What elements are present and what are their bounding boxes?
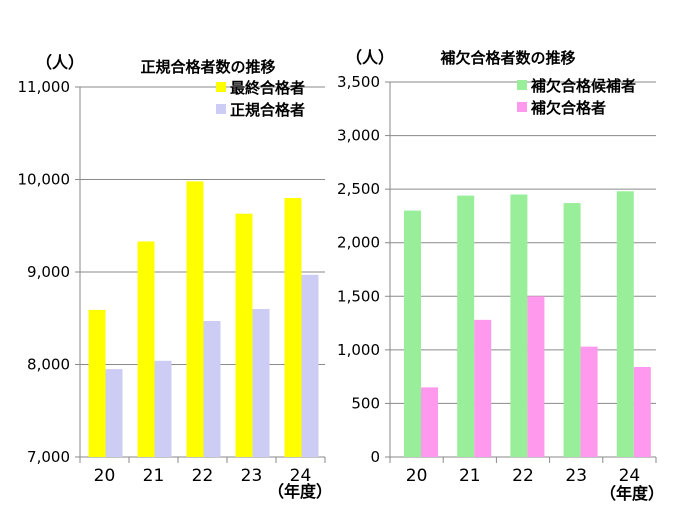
y-tick-label: 500 bbox=[351, 394, 380, 412]
legend-swatch bbox=[517, 80, 527, 90]
x-tick-label: 22 bbox=[512, 466, 534, 486]
y-tick-label: 0 bbox=[370, 448, 380, 466]
x-tick-label: 23 bbox=[565, 466, 587, 486]
bar-補欠合格候補者-21 bbox=[457, 195, 475, 458]
y-axis-unit-label: （人） bbox=[36, 53, 84, 72]
bar-補欠合格者-21 bbox=[474, 319, 492, 457]
bar-最終合格者-20 bbox=[88, 309, 106, 457]
y-tick-label: 9,000 bbox=[27, 263, 70, 281]
bar-正規合格者-22 bbox=[203, 321, 221, 457]
y-tick-label: 1,000 bbox=[337, 341, 380, 359]
x-tick-label: 23 bbox=[241, 466, 263, 486]
y-tick-label: 10,000 bbox=[18, 171, 71, 189]
bar-補欠合格者-24 bbox=[633, 367, 651, 457]
bar-正規合格者-24 bbox=[301, 274, 319, 457]
bar-補欠合格者-22 bbox=[527, 296, 545, 457]
y-tick-label: 8,000 bbox=[27, 356, 70, 374]
y-tick-label: 2,000 bbox=[337, 234, 380, 252]
bar-補欠合格者-20 bbox=[421, 387, 438, 457]
x-tick-label: 22 bbox=[192, 466, 214, 486]
x-tick-label: 21 bbox=[459, 466, 481, 486]
legend-label: 補欠合格候補者 bbox=[530, 77, 636, 95]
y-tick-label: 11,000 bbox=[18, 78, 71, 96]
legend-swatch bbox=[216, 104, 226, 114]
y-tick-label: 2,500 bbox=[337, 180, 380, 198]
chart-title: 正規合格者数の推移 bbox=[140, 58, 275, 76]
bar-正規合格者-21 bbox=[154, 360, 172, 457]
bar-補欠合格候補者-22 bbox=[510, 194, 528, 457]
bar-正規合格者-23 bbox=[252, 309, 270, 457]
bar-最終合格者-21 bbox=[137, 241, 155, 457]
legend-label: 最終合格者 bbox=[230, 79, 305, 97]
x-tick-label: 24 bbox=[619, 466, 641, 486]
bar-補欠合格候補者-24 bbox=[616, 191, 634, 458]
bar-補欠合格候補者-23 bbox=[563, 203, 581, 457]
y-axis-unit-label: （人） bbox=[346, 48, 394, 67]
y-tick-label: 3,500 bbox=[337, 73, 380, 91]
legend-label: 補欠合格者 bbox=[530, 99, 606, 117]
x-axis-label: （年度） bbox=[268, 482, 332, 501]
legend-label: 正規合格者 bbox=[230, 101, 305, 119]
x-axis-label: （年度） bbox=[600, 484, 664, 503]
x-tick-label: 20 bbox=[94, 466, 116, 486]
x-tick-label: 20 bbox=[406, 466, 428, 486]
x-tick-label: 24 bbox=[290, 466, 312, 486]
bar-最終合格者-24 bbox=[284, 198, 302, 457]
y-tick-label: 7,000 bbox=[27, 448, 70, 466]
x-tick-label: 21 bbox=[143, 466, 165, 486]
chart-title: 補欠合格者数の推移 bbox=[439, 49, 575, 67]
y-tick-label: 3,000 bbox=[337, 127, 380, 145]
y-tick-label: 1,500 bbox=[337, 287, 380, 305]
bar-補欠合格候補者-20 bbox=[404, 210, 421, 457]
legend-swatch bbox=[517, 102, 527, 112]
legend-swatch bbox=[216, 82, 226, 92]
bar-最終合格者-22 bbox=[186, 181, 204, 457]
bar-最終合格者-23 bbox=[235, 213, 253, 457]
bar-正規合格者-20 bbox=[105, 369, 123, 457]
bar-補欠合格者-23 bbox=[580, 346, 598, 457]
